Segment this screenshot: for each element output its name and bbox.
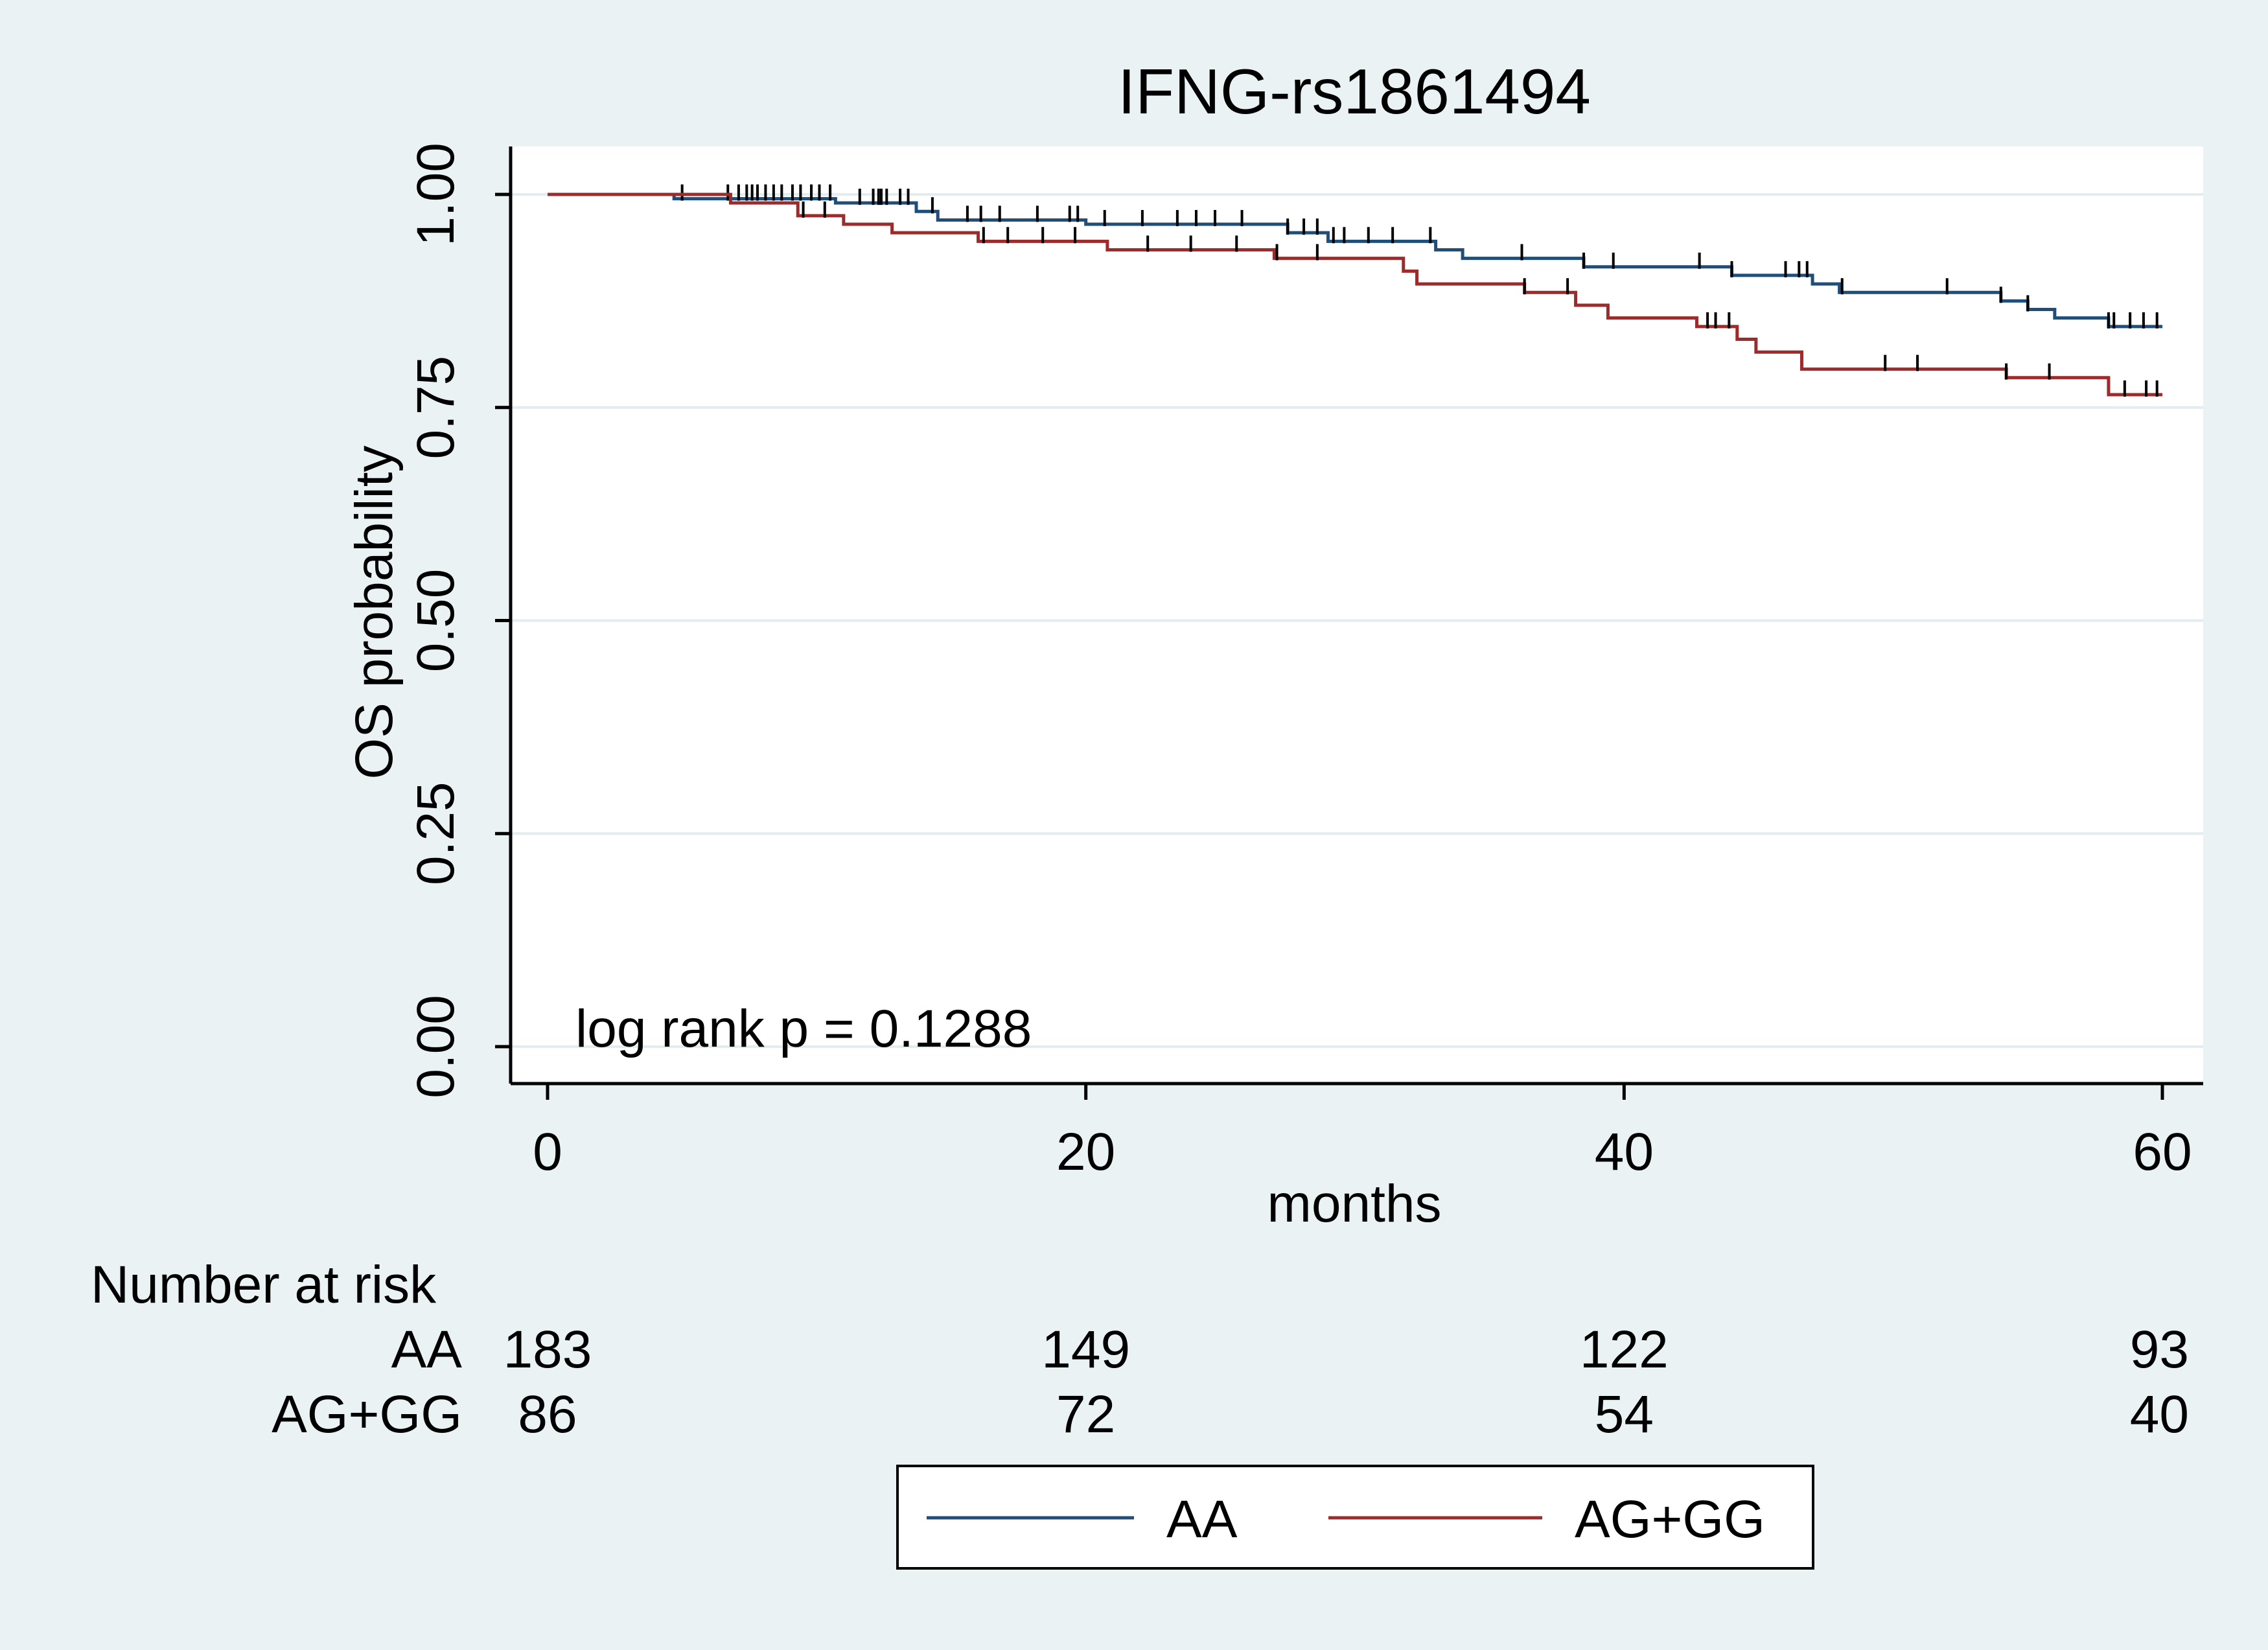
risk-table-title: Number at risk: [91, 1255, 437, 1314]
series-line-ag-gg: [548, 192, 2162, 397]
risk-row-label-ag-gg: AG+GG: [272, 1385, 462, 1444]
risk-value-aa-0: 183: [503, 1320, 592, 1379]
legend-label-ag-gg: AG+GG: [1575, 1490, 1765, 1549]
x-ticks: 0 20 40 60: [533, 1084, 2192, 1181]
y-tick-label-0.50: 0.50: [406, 569, 465, 673]
risk-value-ag-gg-20: 72: [1056, 1385, 1115, 1444]
legend: AA AG+GG: [896, 1465, 1814, 1570]
y-axis-label: OS probability: [345, 445, 404, 779]
gridlines: [512, 193, 2203, 1048]
survival-curves: [548, 184, 2162, 397]
y-tick-label-0.75: 0.75: [406, 356, 465, 459]
risk-value-ag-gg-0: 86: [518, 1385, 577, 1444]
y-tick-label-0.25: 0.25: [406, 782, 465, 885]
risk-table: AA 183 149 122 93 AG+GG 86 72 54 40: [272, 1320, 2189, 1444]
x-tick-label-40: 40: [1595, 1122, 1654, 1181]
risk-value-aa-20: 149: [1041, 1320, 1130, 1379]
risk-value-aa-60: 93: [2130, 1320, 2189, 1379]
legend-label-aa: AA: [1166, 1490, 1238, 1549]
log-rank-annotation: log rank p = 0.1288: [575, 999, 1032, 1058]
y-tick-label-0.00: 0.00: [406, 995, 465, 1098]
chart-title: IFNG-rs1861494: [1118, 56, 1591, 127]
x-tick-label-0: 0: [533, 1122, 562, 1181]
plot-area: [511, 146, 2203, 1084]
risk-value-ag-gg-40: 54: [1595, 1385, 1654, 1444]
y-ticks: 0.00 0.25 0.50 0.75 1.00: [406, 143, 511, 1098]
risk-value-ag-gg-60: 40: [2130, 1385, 2189, 1444]
x-tick-label-20: 20: [1056, 1122, 1115, 1181]
risk-value-aa-40: 122: [1580, 1320, 1669, 1379]
risk-row-label-aa: AA: [391, 1320, 463, 1379]
y-tick-label-1.00: 1.00: [406, 143, 465, 246]
x-axis-label: months: [1267, 1174, 1442, 1233]
x-tick-label-60: 60: [2133, 1122, 2192, 1181]
